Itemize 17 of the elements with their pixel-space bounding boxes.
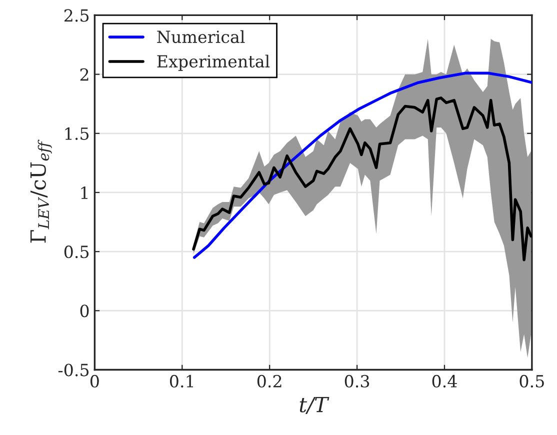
x-axis-title: t/T	[300, 396, 330, 414]
y-tick-label: 2	[80, 68, 88, 81]
y-tick-label: 0.5	[64, 246, 89, 258]
x-tick-label: 0.1	[170, 374, 194, 388]
legend-label: Numerical	[157, 30, 245, 44]
x-tick-label: 0.5	[520, 374, 544, 388]
legend-label: Experimental	[157, 54, 270, 71]
y-tick-label: 0	[80, 304, 89, 318]
y-tick-label: 1	[81, 186, 88, 199]
x-tick-label: 0.3	[344, 374, 370, 388]
y-tick-label: 1.5	[65, 127, 89, 140]
x-tick-label: 0	[90, 374, 99, 388]
x-tick-label: 0.2	[257, 374, 282, 388]
y-tick-label: 2.5	[64, 9, 89, 22]
y-axis-title: Γ$_{LEV}$/cU$_{eff}$	[30, 140, 52, 243]
x-tick-label: 0.4	[432, 374, 457, 388]
y-tick-label: -0.5	[58, 364, 89, 376]
